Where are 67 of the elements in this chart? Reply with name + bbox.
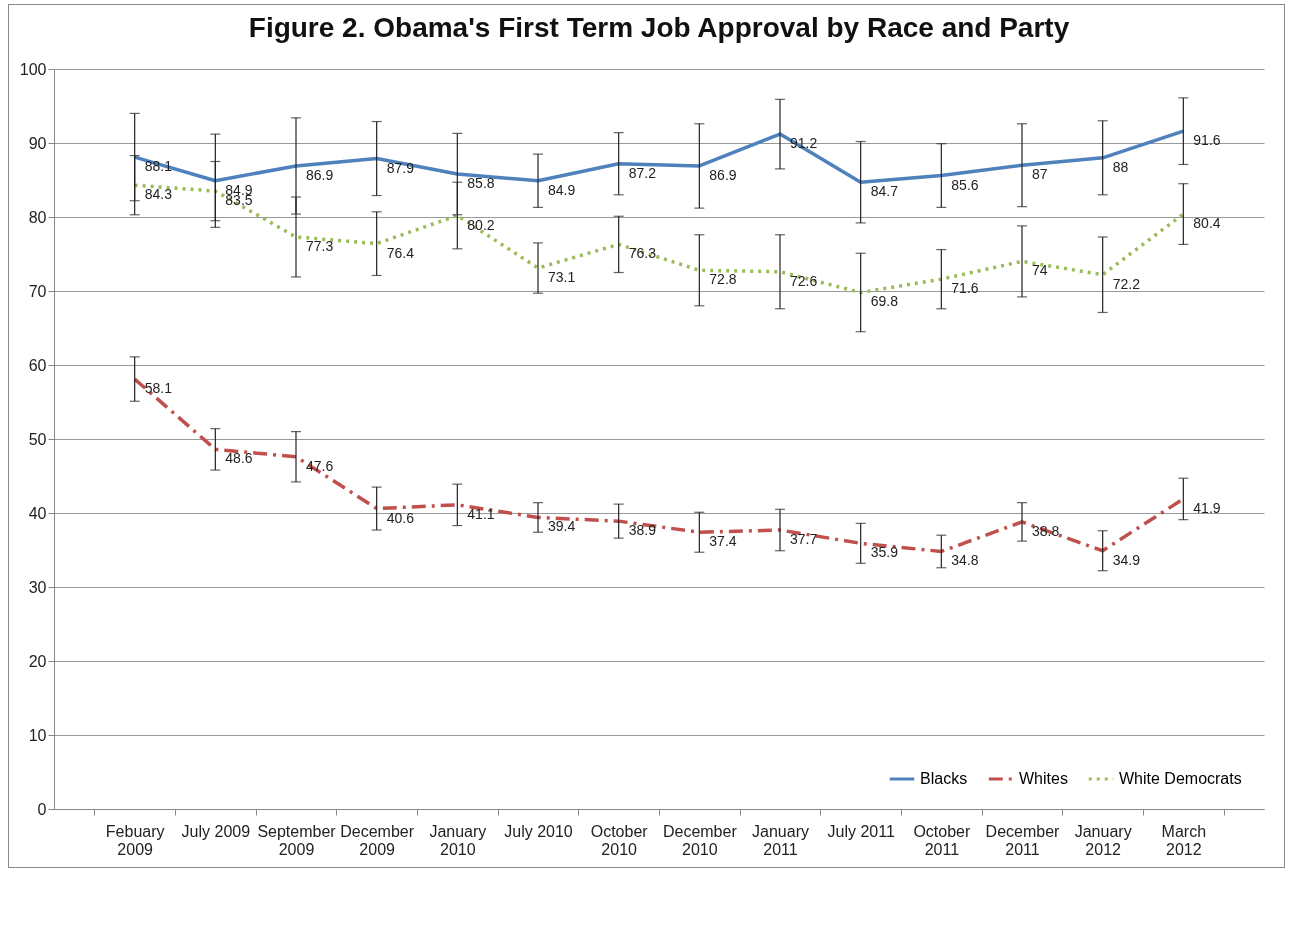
data-label: 38.9 <box>628 522 657 539</box>
x-tick-label: July 2009 <box>181 822 251 840</box>
legend-label: White Democrats <box>1119 770 1242 787</box>
legend-label: Blacks <box>920 770 968 787</box>
y-tick-label: 10 <box>28 726 47 744</box>
data-label: 74 <box>1032 262 1048 279</box>
data-label: 80.4 <box>1193 215 1221 232</box>
x-tick-label: October 2010 <box>590 822 649 858</box>
data-label: 72.2 <box>1112 275 1141 292</box>
y-tick-label: 60 <box>28 356 47 374</box>
legend-label: Whites <box>1019 770 1068 787</box>
data-label: 87.2 <box>628 164 657 181</box>
y-tick-label: 40 <box>28 504 47 522</box>
x-tick-label: March 2012 <box>1161 822 1207 858</box>
x-tick-label: September 2009 <box>257 822 337 858</box>
chart-title: Figure 2. Obama's First Term Job Approval by Race and Party <box>248 12 1070 43</box>
data-label: 71.6 <box>951 280 979 297</box>
data-label: 38.8 <box>1032 522 1060 539</box>
data-label: 87 <box>1032 166 1048 183</box>
data-label: 76.3 <box>628 245 657 262</box>
data-label: 48.6 <box>225 450 253 467</box>
data-label: 77.3 <box>306 237 334 254</box>
y-tick-label: 90 <box>28 134 47 152</box>
data-label: 41.1 <box>467 505 495 522</box>
y-tick-label: 30 <box>28 578 47 596</box>
data-label: 84.3 <box>144 186 173 203</box>
y-tick-label: 50 <box>28 430 47 448</box>
data-label: 35.9 <box>870 544 899 561</box>
x-tick-label: January 2010 <box>429 822 487 858</box>
data-label: 37.4 <box>709 533 737 550</box>
data-label: 84.7 <box>870 183 899 200</box>
data-label: 85.8 <box>467 175 495 192</box>
x-tick-label: July 2011 <box>827 822 895 840</box>
y-tick-label: 20 <box>28 652 47 670</box>
data-label: 34.8 <box>951 552 979 569</box>
data-label: 84.9 <box>548 181 576 198</box>
y-tick-label: 80 <box>28 208 47 226</box>
data-label: 80.2 <box>467 216 495 233</box>
data-label: 40.6 <box>386 509 415 526</box>
data-label: 91.6 <box>1193 132 1221 149</box>
data-label: 58.1 <box>144 380 173 397</box>
data-label: 76.4 <box>386 244 415 261</box>
data-label: 87.9 <box>386 159 415 176</box>
data-label: 47.6 <box>306 457 334 474</box>
data-label: 69.8 <box>870 293 899 310</box>
x-tick-label: January 2012 <box>1074 822 1132 858</box>
data-label: 73.1 <box>548 269 576 286</box>
data-label: 88 <box>1112 158 1129 175</box>
data-label: 86.9 <box>709 166 737 183</box>
x-tick-label: October 2011 <box>913 822 971 858</box>
data-label: 85.6 <box>951 176 979 193</box>
y-tick-label: 100 <box>19 60 47 78</box>
data-label: 86.9 <box>306 166 334 183</box>
data-label: 72.6 <box>790 272 818 289</box>
data-label: 72.8 <box>709 271 737 288</box>
data-label: 37.7 <box>790 531 818 548</box>
y-tick-label: 0 <box>37 800 47 818</box>
data-label: 41.9 <box>1193 499 1221 516</box>
x-tick-label: January 2011 <box>752 822 809 858</box>
data-label: 34.9 <box>1112 551 1141 568</box>
x-tick-label: December 2009 <box>340 822 415 858</box>
x-tick-label: July 2010 <box>504 822 573 840</box>
x-tick-label: Febuary 2009 <box>105 822 165 858</box>
y-tick-label: 70 <box>28 282 47 300</box>
data-label: 39.4 <box>548 518 576 535</box>
x-tick-label: December 2011 <box>985 822 1061 858</box>
x-tick-label: December 2010 <box>662 822 738 858</box>
